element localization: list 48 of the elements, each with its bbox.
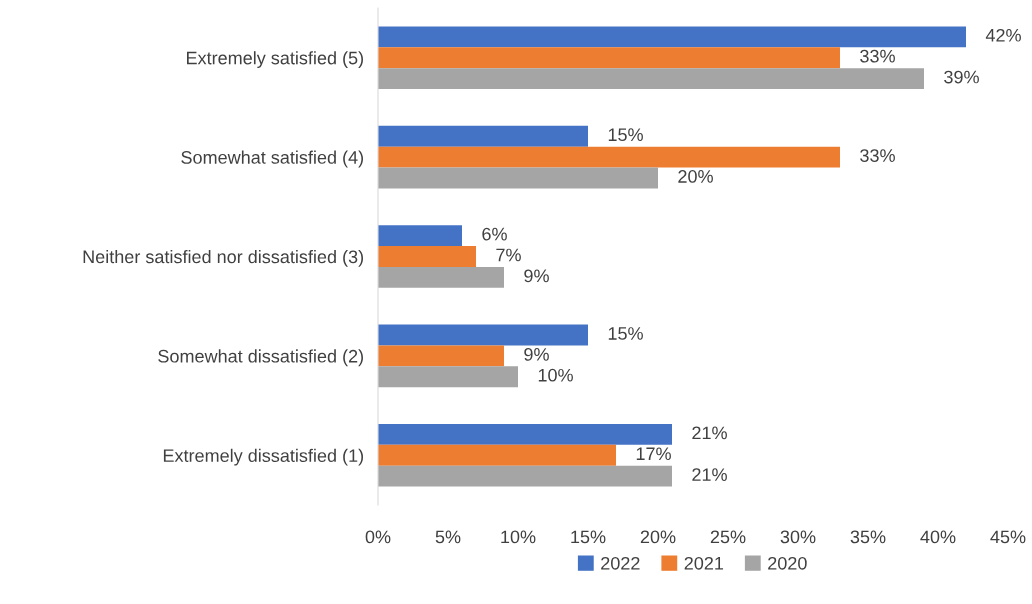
x-tick-label: 40% (920, 530, 956, 544)
bar (378, 465, 672, 487)
x-tick-label: 10% (501, 530, 536, 544)
x-tick-label: 35% (850, 530, 886, 544)
y-tick-label: Somewhat dissatisfied (2) (158, 349, 363, 367)
x-tick-label: 25% (710, 530, 746, 544)
bar (378, 324, 588, 346)
legend-label: 2021 (684, 556, 724, 570)
bar (378, 366, 518, 388)
data-label: 6% (482, 227, 507, 241)
bar (378, 167, 658, 189)
bar (378, 146, 840, 168)
y-tick-label: Extremely dissatisfied (1) (163, 448, 363, 466)
bar (378, 125, 588, 147)
data-label: 15% (608, 128, 643, 142)
data-label: 39% (944, 70, 979, 84)
data-label: 7% (496, 248, 521, 262)
x-tick-label: 5% (435, 530, 461, 544)
x-tick-label: 15% (571, 530, 606, 544)
data-label: 42% (985, 28, 1021, 42)
y-tick-label: Somewhat satisfied (4) (181, 150, 363, 168)
bar (378, 423, 672, 445)
x-tick-label: 45% (990, 530, 1026, 544)
bar (378, 444, 616, 466)
bar (378, 47, 840, 69)
x-tick-label: 20% (640, 530, 676, 544)
data-label: 33% (860, 149, 895, 162)
bar (378, 26, 966, 48)
data-label: 21% (692, 468, 727, 481)
legend-label: 2020 (768, 556, 807, 570)
data-label: 21% (692, 426, 727, 440)
bar (378, 68, 924, 90)
bar (378, 246, 476, 267)
legend-label: 2022 (601, 556, 640, 570)
bar (378, 225, 462, 247)
data-label: 9% (524, 347, 549, 361)
data-label: 15% (608, 327, 643, 340)
data-label: 33% (860, 49, 895, 63)
data-label: 10% (538, 368, 573, 382)
x-tick-label: 0% (365, 530, 391, 544)
data-label: 9% (524, 269, 549, 283)
data-label: 17% (636, 447, 671, 461)
y-tick-label: Neither satisfied nor dissatisfied (3) (83, 249, 364, 267)
data-label: 20% (678, 170, 713, 183)
bar (378, 345, 504, 367)
bar (378, 266, 504, 288)
y-tick-label: Extremely satisfied (5) (187, 51, 363, 68)
x-tick-label: 30% (780, 530, 816, 544)
